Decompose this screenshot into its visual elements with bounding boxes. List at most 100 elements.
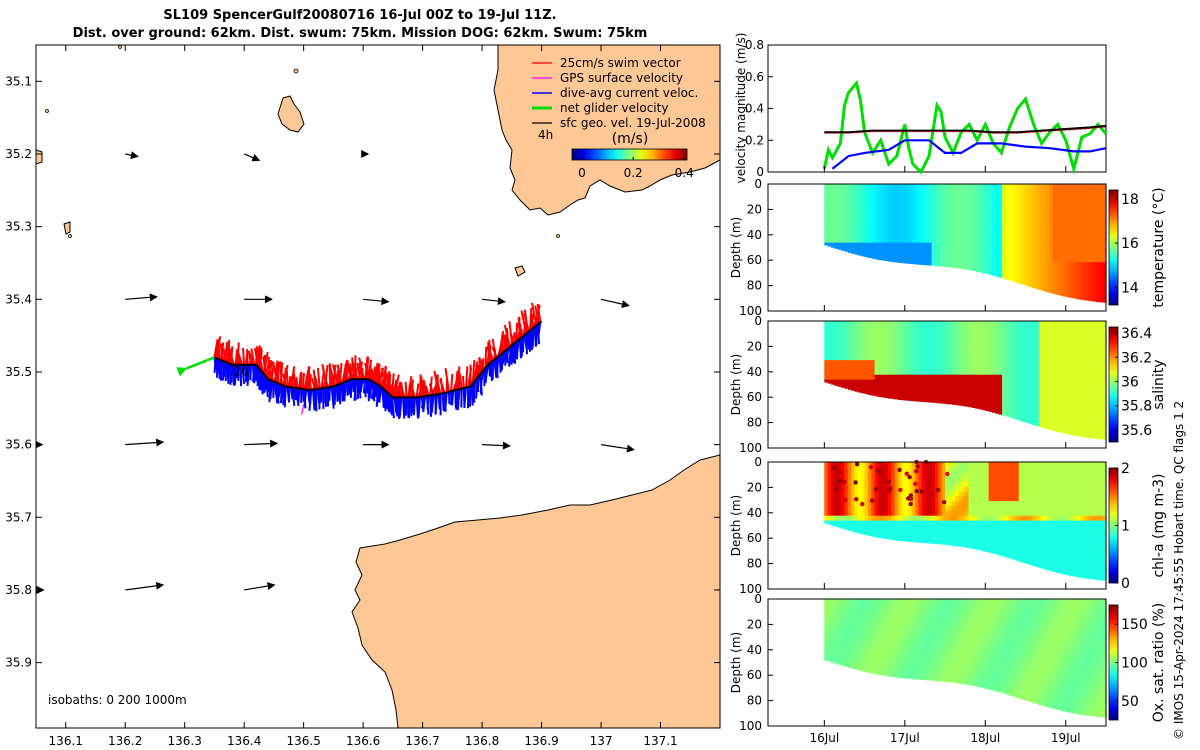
section-cell [928,213,933,219]
section-cell [841,471,846,478]
section-cell [958,481,963,487]
section-cell [918,496,923,502]
section-cell [898,350,903,356]
section-cell [1038,281,1043,288]
swim-vector [424,385,430,396]
section-cell [891,535,896,541]
section-cell [935,530,939,536]
section-cell [834,520,839,527]
section-cell [931,321,936,327]
section-cell [878,242,882,249]
section-cell [1079,325,1084,332]
section-cell [1018,486,1023,492]
section-cell [1089,340,1094,346]
section-cell [968,369,973,376]
section-cell [884,193,889,200]
section-cell [1008,350,1013,356]
section-cell [1028,360,1033,366]
section-cell [847,496,852,502]
section-cell [1005,540,1010,546]
section-cell [904,325,909,332]
current-vector [477,375,481,389]
section-cell [992,267,996,273]
map-x-tick-label: 136.7 [405,734,439,748]
section-cell [841,365,846,371]
section-cell [1072,252,1077,258]
section-cell [995,486,1000,492]
section-cell [1102,365,1107,371]
section-cell [1102,267,1107,273]
section-cell [935,471,939,478]
section-cell [1082,286,1087,293]
section-cell [898,481,903,487]
section-cell [914,530,919,536]
section-cell [881,321,886,327]
section-cell [874,335,879,342]
section-cell [992,247,996,253]
swim-vector [316,367,321,389]
current-vector [407,397,411,419]
section-cell [938,247,943,253]
section-cell [891,252,896,258]
section-cell [881,223,886,229]
swim-vector [267,361,275,382]
section-cell [1008,399,1013,405]
section-cell [901,530,906,536]
section-cell [1012,340,1017,346]
section-cell [1035,496,1040,502]
section-cell [1008,394,1013,400]
section-cell [908,355,913,361]
section-cell [874,350,879,356]
section-cell [995,496,1000,502]
current-vector [393,397,398,413]
section-cell [1045,404,1050,410]
section-cell [1018,501,1023,507]
section-cell [857,374,862,381]
section-cell [924,208,929,214]
section-cell [888,208,892,214]
section-cell [864,345,869,351]
section-cell [1042,525,1047,531]
section-cell [874,510,879,517]
map-y-tick-label: 35.7 [5,510,32,524]
section-cell [1035,481,1040,487]
section-cell [891,345,896,351]
section-cell [1032,559,1037,566]
section-cell [914,496,919,502]
swim-vector [398,381,406,398]
section-cell [938,184,943,190]
section-cell [1069,252,1074,258]
section-cell [951,267,956,268]
section-cell [1012,321,1017,327]
section-cell [1045,188,1050,195]
section-cell [971,486,976,492]
section-cell [985,350,990,356]
section-cell [961,399,966,405]
section-cell [1045,247,1050,253]
section-cell [874,501,879,507]
section-cell [1099,218,1104,224]
section-cell [1065,345,1070,351]
section-cell [958,335,963,342]
section-cell [894,350,899,356]
section-cell [935,340,939,346]
section-cell [1085,271,1090,278]
section-cell [1008,462,1013,468]
section-cell [881,203,886,209]
section-cell [894,252,899,258]
section-cell [837,369,842,376]
section-cell [881,491,886,497]
section-cell [958,350,963,356]
section-cell [1008,486,1013,492]
section-cell [968,384,973,390]
current-vector [456,389,461,411]
section-cell [1075,242,1080,249]
section-cell [955,257,960,263]
section-cell [985,549,990,552]
section-cell [1089,408,1094,415]
section-cell [867,389,872,395]
section-cell [1005,384,1010,390]
section-cell [955,496,960,502]
section-cell [988,369,993,376]
section-cell [854,389,859,392]
